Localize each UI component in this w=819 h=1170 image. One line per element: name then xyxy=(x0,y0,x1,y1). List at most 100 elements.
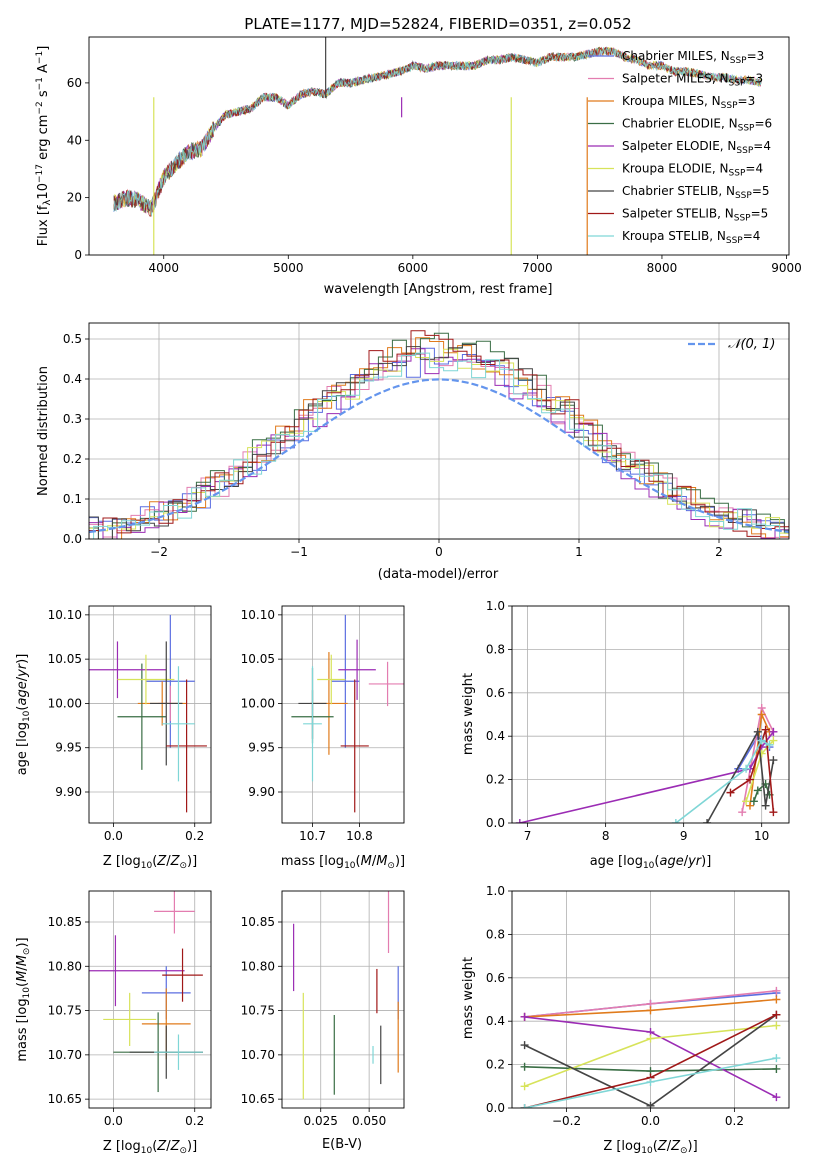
x-tick-label: 10.8 xyxy=(346,829,373,843)
mass-weight-marker xyxy=(757,736,766,745)
y-tick-label: 10.00 xyxy=(241,696,275,710)
mass-z-xlabel: Z [log10(Z/Z⊙)] xyxy=(103,1139,197,1156)
x-tick-label: 0.050 xyxy=(352,1114,386,1128)
x-tick-label: −1 xyxy=(290,545,308,559)
mass-weight-marker xyxy=(757,749,766,758)
legend-label: Kroupa MILES, NSSP=3 xyxy=(622,94,755,111)
mass-ebv-frame xyxy=(281,890,405,1109)
x-tick-label: 0.2 xyxy=(185,1114,204,1128)
mass-z-frame xyxy=(88,890,212,1109)
y-tick-label: 0.4 xyxy=(486,729,505,743)
mass-weight-line xyxy=(730,729,775,813)
residuals-xlabel: (data-model)/error xyxy=(378,567,499,582)
mass-weight-marker xyxy=(772,1054,781,1063)
mass-weight-line xyxy=(706,729,775,823)
mass-weight-marker xyxy=(520,1062,529,1071)
x-tick-label: 9 xyxy=(680,829,688,843)
y-tick-label: 10.80 xyxy=(241,959,275,973)
age-z-frame xyxy=(88,605,212,824)
age-z-axes: 0.0 0.2 9.90 9.95 10.00 10.05 10.10 xyxy=(48,606,211,843)
mass-weight-marker xyxy=(745,801,754,810)
y-tick-label: 20 xyxy=(67,191,82,205)
y-tick-label: 0.2 xyxy=(63,452,82,466)
x-tick-label: 0 xyxy=(435,545,443,559)
mass-weight-line xyxy=(753,782,771,802)
x-tick-label: 8 xyxy=(602,829,610,843)
mass-weight-line xyxy=(675,739,770,823)
mass-weight-marker xyxy=(742,764,751,773)
y-tick-label: 40 xyxy=(67,133,82,147)
y-tick-label: 0.4 xyxy=(486,1014,505,1028)
residual-histogram xyxy=(89,330,789,539)
ebv-xlabel: E(B-V) xyxy=(322,1137,362,1152)
y-tick-label: 0.4 xyxy=(63,372,82,386)
mass-weight-marker xyxy=(726,788,735,797)
y-tick-label: 10.65 xyxy=(48,1092,82,1106)
mass-weight-marker xyxy=(646,1077,655,1086)
x-tick-label: 0.2 xyxy=(725,1114,744,1128)
mass-weight-marker xyxy=(738,808,747,817)
x-tick-label: 0.2 xyxy=(185,829,204,843)
mass-weight-marker xyxy=(745,775,754,784)
y-tick-label: 10.10 xyxy=(48,608,82,622)
y-tick-label: 1.0 xyxy=(486,599,505,613)
age-mass-frame xyxy=(281,605,405,824)
y-tick-label: 9.95 xyxy=(55,741,82,755)
x-tick-label: 10.7 xyxy=(299,829,326,843)
legend-label: Kroupa ELODIE, NSSP=4 xyxy=(622,162,763,179)
figure-title: PLATE=1177, MJD=52824, FIBERID=0351, z=0… xyxy=(244,15,631,33)
x-tick-label: 10 xyxy=(754,829,769,843)
y-tick-label: 0.2 xyxy=(486,1058,505,1072)
x-tick-label: 1 xyxy=(575,545,583,559)
mass-weight-marker xyxy=(761,725,770,734)
mass-weight-marker xyxy=(772,1010,781,1019)
age-mass-xlabel: mass [log10(M/M⊙)] xyxy=(281,854,405,871)
y-tick-label: 10.65 xyxy=(241,1092,275,1106)
mass-z-ylabel: mass [log10(M/M⊙)] xyxy=(15,937,32,1061)
age-z-ylabel: age [log10(age/yr)] xyxy=(15,654,32,776)
mass-z-axes: 0.0 0.2 10.65 10.70 10.75 10.80 10.85 xyxy=(48,891,211,1128)
mass-weight-marker xyxy=(671,819,680,823)
x-tick-label: 5000 xyxy=(273,261,304,275)
mass-weight-marker xyxy=(772,1021,781,1030)
mass-weight-marker xyxy=(646,1034,655,1043)
mass-weight-marker xyxy=(772,995,781,1004)
y-tick-label: 10.85 xyxy=(48,915,82,929)
x-tick-label: 4000 xyxy=(148,261,179,275)
residual-histogram xyxy=(89,337,789,539)
y-tick-label: 0.6 xyxy=(486,686,505,700)
y-tick-label: 0.5 xyxy=(63,332,82,346)
y-tick-label: 9.95 xyxy=(248,741,275,755)
mass-weight-marker xyxy=(753,786,762,795)
residuals-ylabel: Normed distribution xyxy=(36,366,51,496)
mass-weight-marker xyxy=(769,727,778,736)
mass-weight-marker xyxy=(772,1064,781,1073)
mass-weight-marker xyxy=(515,819,524,823)
y-tick-label: 10.85 xyxy=(241,915,275,929)
x-tick-label: 0.0 xyxy=(104,829,123,843)
mw-age-xlabel: age [log10(age/yr)] xyxy=(590,854,712,871)
x-tick-label: −0.2 xyxy=(552,1114,581,1128)
y-tick-label: 10.10 xyxy=(241,608,275,622)
mass-weight-marker xyxy=(753,727,762,736)
y-tick-label: 0.0 xyxy=(63,532,82,546)
y-tick-label: 60 xyxy=(67,76,82,90)
mass-weight-marker xyxy=(769,756,778,765)
mass-weight-marker xyxy=(749,797,758,806)
spectrum-legend: Chabrier MILES, NSSP=3 Salpeter MILES, NS… xyxy=(588,49,772,246)
mass-weight-marker xyxy=(646,1101,655,1108)
y-tick-label: 10.70 xyxy=(241,1048,275,1062)
mw-z-ylabel: mass weight xyxy=(461,957,476,1039)
y-tick-label: 0.1 xyxy=(63,492,82,506)
y-tick-label: 10.80 xyxy=(48,959,82,973)
spectrum-model-line xyxy=(113,47,762,217)
mass-weight-marker xyxy=(769,808,778,817)
y-tick-label: 10.75 xyxy=(241,1004,275,1018)
spectrum-axes: 4000 5000 6000 7000 8000 9000 0 20 40 60 xyxy=(67,76,802,275)
mass-weight-marker xyxy=(703,819,712,823)
residuals-frame xyxy=(88,322,790,540)
y-tick-label: 0.8 xyxy=(486,642,505,656)
mass-z-points xyxy=(89,891,203,1093)
legend-label: Chabrier STELIB, NSSP=5 xyxy=(622,184,770,201)
